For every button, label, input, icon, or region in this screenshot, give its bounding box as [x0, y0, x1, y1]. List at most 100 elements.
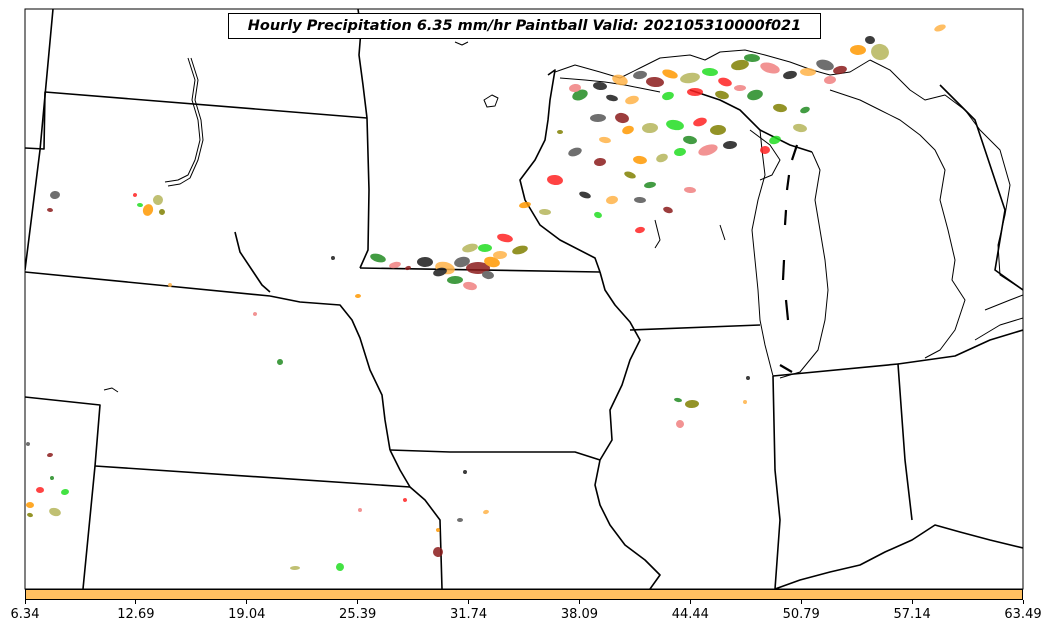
paintball-blob	[833, 65, 847, 75]
paintball-blob	[433, 267, 447, 277]
paintball-blob	[290, 565, 300, 571]
colorbar	[25, 589, 1023, 600]
paintball-blob	[683, 135, 697, 145]
colorbar-tick-label: 12.69	[117, 607, 155, 622]
paintball-blob	[557, 129, 563, 135]
paintball-blob	[159, 209, 165, 215]
paintball-blob	[674, 147, 686, 157]
paintball-blob	[355, 293, 361, 299]
paintball-blob	[633, 155, 647, 165]
paintball-blob	[370, 253, 386, 263]
paintball-blob	[698, 144, 718, 156]
paintball-blob	[646, 76, 664, 88]
paintball-blob	[447, 275, 463, 285]
coastlines	[103, 41, 1023, 393]
paintball-blob	[253, 312, 257, 316]
paintball-blob	[760, 145, 770, 155]
paintball-blob	[478, 243, 492, 253]
colorbar-tick	[689, 600, 691, 604]
paintball-blob	[800, 106, 810, 114]
paintball-blob	[519, 201, 531, 209]
paintball-blob	[680, 72, 700, 84]
state-borders	[25, 9, 1023, 589]
paintball-blob	[47, 207, 53, 213]
paintball-blob	[642, 122, 658, 134]
paintball-blob	[462, 243, 478, 253]
paintball-blob	[142, 204, 154, 216]
paintball-blob	[569, 83, 581, 93]
paintball-blob	[606, 195, 618, 205]
paintball-blob	[594, 211, 602, 219]
paintball-blob	[769, 135, 781, 145]
paintball-blob	[454, 256, 470, 268]
paintball-blob	[497, 233, 513, 243]
paintball-blob	[27, 512, 33, 518]
paintball-blob	[466, 262, 490, 274]
paintball-blob	[606, 94, 618, 102]
paintball-blob	[674, 397, 682, 403]
paintball-blob	[687, 88, 703, 96]
colorbar-tick	[246, 600, 248, 604]
paintball-blob	[358, 508, 362, 512]
paintball-blob	[625, 95, 639, 105]
colorbar-tick-label: 57.14	[893, 607, 931, 622]
paintball-blob	[693, 117, 707, 127]
paintball-blob	[331, 256, 335, 260]
paintball-blob	[436, 528, 440, 532]
paintball-blob	[547, 174, 563, 186]
paintball-blob	[624, 171, 636, 179]
paintball-blob	[644, 181, 656, 189]
paintball-blob	[718, 77, 732, 87]
paintball-blob	[743, 400, 747, 404]
paintball-blob	[702, 67, 718, 77]
paintball-blob	[850, 44, 866, 56]
paintball-blob	[49, 507, 61, 517]
paintball-blob	[168, 283, 172, 287]
colorbar-tick-label: 31.74	[449, 607, 488, 622]
paintball-blob	[512, 245, 528, 255]
paintball-blob	[731, 59, 749, 71]
paintball-blob	[816, 59, 834, 71]
paintball-blob	[599, 136, 611, 144]
paintball-blob	[676, 420, 684, 428]
colorbar-tick	[911, 600, 913, 604]
paintball-blob	[493, 250, 507, 260]
paintball-blob	[747, 89, 763, 101]
map-background	[25, 9, 1023, 589]
paintball-blob	[662, 69, 678, 79]
paintball-blob	[773, 103, 787, 113]
paintball-blob	[793, 123, 807, 133]
paintball-blob	[871, 43, 889, 61]
paintball-blob	[403, 498, 407, 502]
paintball-blob	[405, 265, 411, 271]
paintball-blob	[685, 399, 699, 409]
paintball-blob	[153, 195, 163, 205]
paintball-blob	[783, 70, 797, 80]
paintball-blob	[594, 157, 606, 167]
colorbar-tick-label: 38.09	[560, 607, 599, 622]
paintball-blob	[539, 208, 551, 216]
map-title: Hourly Precipitation 6.35 mm/hr Paintbal…	[228, 13, 821, 39]
colorbar-tick-label: 25.39	[339, 607, 377, 622]
precipitation-paintballs	[26, 24, 946, 571]
paintball-blob	[612, 74, 628, 86]
paintball-blob	[666, 119, 684, 131]
paintball-blob	[572, 89, 588, 101]
paintball-blob	[568, 147, 582, 157]
paintball-blob	[36, 486, 44, 494]
paintball-blob	[457, 517, 463, 523]
paintball-blob	[463, 470, 467, 474]
lake-michigan-dashes	[779, 144, 799, 373]
paintball-blob	[593, 81, 607, 91]
paintball-blob	[484, 256, 500, 268]
colorbar-tick-label: 63.49	[1004, 607, 1042, 622]
paintball-blob	[633, 70, 647, 80]
paintball-blob	[50, 190, 60, 200]
colorbar-tick	[578, 600, 580, 604]
paintball-blob	[277, 359, 283, 365]
paintball-blob	[723, 140, 737, 150]
paintball-blob	[50, 476, 54, 480]
colorbar-tick	[357, 600, 359, 604]
colorbar-tick	[468, 600, 470, 604]
